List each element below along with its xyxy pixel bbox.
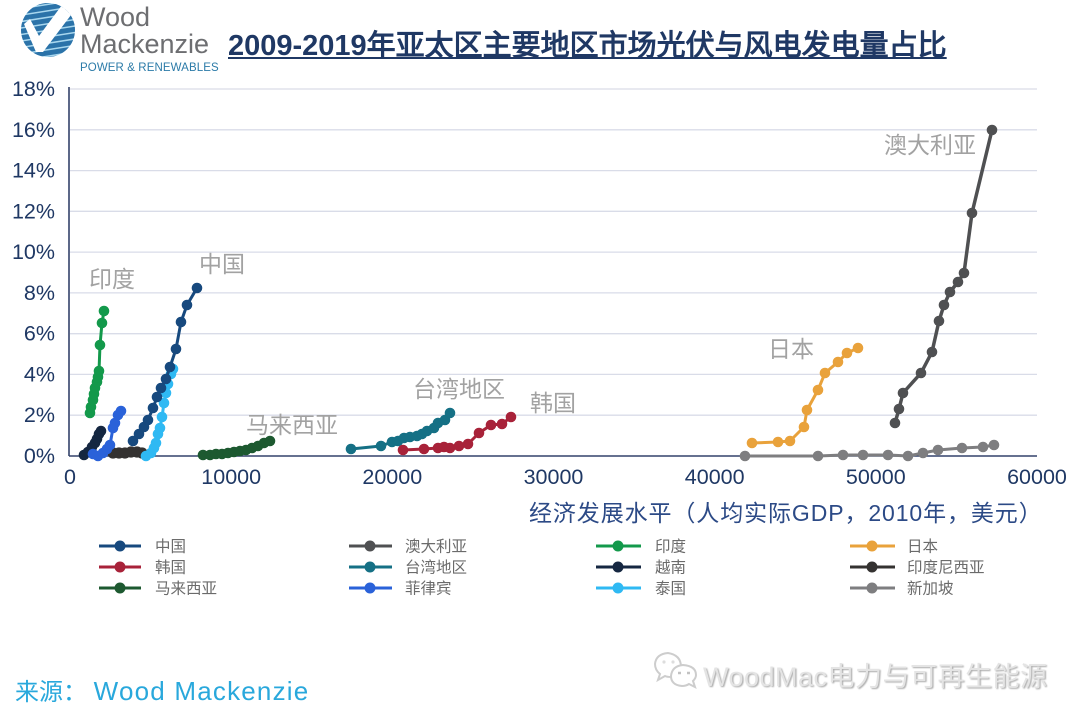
svg-text:韩国: 韩国 — [155, 559, 186, 577]
svg-text:日本: 日本 — [768, 336, 814, 362]
svg-text:台湾地区: 台湾地区 — [413, 376, 505, 402]
svg-text:18%: 18% — [12, 77, 55, 101]
svg-text:印度: 印度 — [89, 266, 135, 292]
svg-text:30000: 30000 — [524, 465, 584, 489]
svg-text:14%: 14% — [12, 159, 55, 183]
svg-text:印度: 印度 — [655, 538, 686, 556]
svg-text:12%: 12% — [12, 199, 55, 223]
svg-text:60000: 60000 — [1007, 465, 1067, 489]
svg-text:越南: 越南 — [655, 559, 686, 577]
svg-text:2%: 2% — [24, 403, 55, 427]
svg-text:8%: 8% — [24, 281, 55, 305]
svg-text:菲律宾: 菲律宾 — [405, 580, 452, 598]
svg-text:10%: 10% — [12, 240, 55, 264]
svg-text:40000: 40000 — [685, 465, 745, 489]
svg-text:新加坡: 新加坡 — [907, 580, 954, 598]
svg-text:马来西亚: 马来西亚 — [246, 412, 338, 438]
svg-text:经济发展水平（人均实际GDP，2010年，美元）: 经济发展水平（人均实际GDP，2010年，美元） — [529, 500, 1043, 526]
svg-text:中国: 中国 — [155, 538, 186, 556]
svg-text:中国: 中国 — [199, 251, 245, 277]
svg-text:日本: 日本 — [907, 538, 938, 556]
svg-text:10000: 10000 — [201, 465, 261, 489]
svg-text:澳大利亚: 澳大利亚 — [884, 132, 976, 158]
svg-text:20000: 20000 — [362, 465, 422, 489]
svg-text:韩国: 韩国 — [530, 390, 576, 416]
svg-text:台湾地区: 台湾地区 — [405, 559, 467, 577]
svg-text:0%: 0% — [24, 444, 55, 468]
svg-text:16%: 16% — [12, 118, 55, 142]
svg-text:印度尼西亚: 印度尼西亚 — [907, 559, 985, 577]
svg-text:50000: 50000 — [846, 465, 906, 489]
svg-text:0: 0 — [64, 465, 76, 489]
svg-text:马来西亚: 马来西亚 — [155, 580, 217, 598]
svg-text:澳大利亚: 澳大利亚 — [405, 538, 467, 556]
svg-text:泰国: 泰国 — [655, 580, 686, 598]
svg-text:4%: 4% — [24, 362, 55, 386]
svg-text:6%: 6% — [24, 322, 55, 346]
